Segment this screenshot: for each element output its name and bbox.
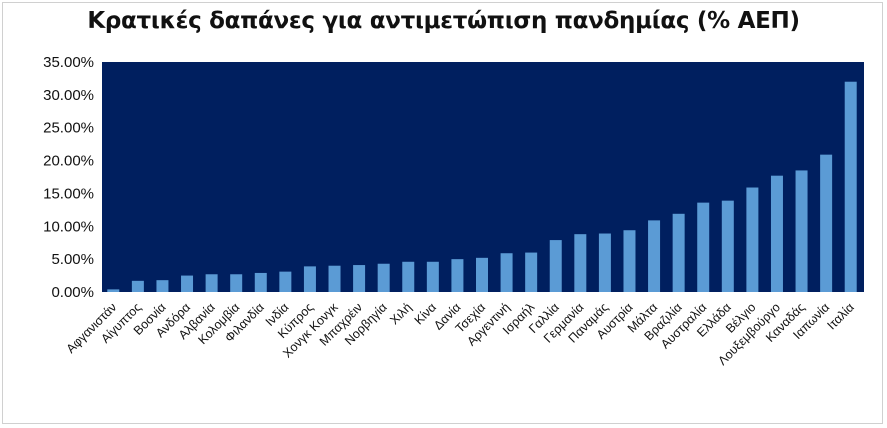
bar: [451, 259, 464, 292]
bar: [181, 275, 194, 292]
y-tick-label: 35.00%: [43, 54, 94, 71]
bar: [279, 271, 292, 292]
bar: [476, 257, 488, 292]
x-tick-label: Χιλή: [387, 300, 414, 327]
y-tick-label: 5.00%: [51, 251, 94, 268]
bar: [328, 265, 341, 292]
bar: [820, 154, 833, 292]
bar: [156, 280, 169, 292]
chart-frame: [2, 2, 883, 424]
x-tick-label: Ιταλία: [825, 300, 857, 332]
chart-title: Κρατικές δαπάνες για αντιμετώπιση πανδημ…: [87, 8, 800, 34]
bar: [623, 230, 636, 292]
bar: [795, 170, 808, 292]
bar: [402, 261, 415, 292]
bar: [303, 266, 316, 292]
bar: [549, 240, 562, 292]
bar: [131, 280, 144, 292]
plot-area: [102, 62, 864, 292]
bar: [574, 234, 587, 292]
bar: [598, 233, 611, 292]
bar: [746, 187, 759, 292]
bar: [254, 272, 267, 292]
y-tick-label: 0.00%: [51, 284, 94, 301]
bar: [770, 175, 783, 292]
y-tick-label: 20.00%: [43, 153, 94, 170]
y-tick-label: 15.00%: [43, 185, 94, 202]
bar: [697, 202, 710, 292]
bar: [648, 220, 661, 292]
bar: [672, 213, 685, 292]
bar: [377, 263, 390, 292]
bar: [844, 81, 857, 292]
y-tick-label: 25.00%: [43, 120, 94, 137]
y-tick-label: 30.00%: [43, 87, 94, 104]
bar: [107, 289, 120, 292]
bar: [353, 265, 366, 292]
bar: [525, 252, 538, 292]
bar: [500, 253, 513, 292]
bar: [230, 274, 243, 292]
y-tick-label: 10.00%: [43, 218, 94, 235]
bar: [721, 200, 734, 292]
bar: [205, 274, 218, 292]
bar: [426, 261, 439, 292]
